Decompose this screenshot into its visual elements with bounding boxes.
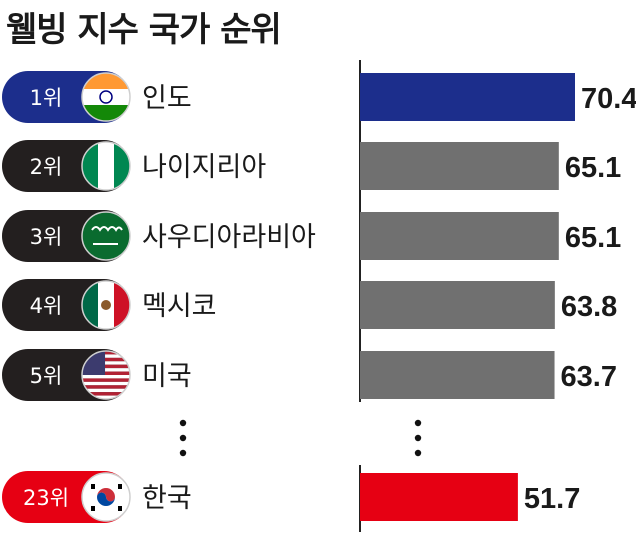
value-label: 51.7 <box>524 483 580 515</box>
bar <box>360 281 555 329</box>
value-label: 65.1 <box>565 222 621 254</box>
rank-label: 4위 <box>30 294 63 318</box>
country-name: 사우디아라비아 <box>142 222 316 253</box>
bar <box>360 473 518 521</box>
country-name: 멕시코 <box>142 291 217 322</box>
usa-flag-icon <box>81 350 131 400</box>
country-name: 나이지리아 <box>142 152 266 183</box>
bar <box>360 212 559 260</box>
india-flag-icon <box>81 72 131 122</box>
value-label: 63.8 <box>561 291 617 323</box>
chart-title: 웰빙 지수 국가 순위 <box>6 10 282 50</box>
rank-label: 1위 <box>30 86 63 110</box>
country-name: 한국 <box>142 483 192 514</box>
rank-label: 23위 <box>23 486 69 510</box>
value-label: 70.4 <box>581 83 636 115</box>
country-name: 인도 <box>142 83 192 114</box>
country-name: 미국 <box>142 361 192 392</box>
mexico-flag-icon <box>81 280 131 330</box>
nigeria-flag-icon <box>81 141 131 191</box>
value-label: 65.1 <box>565 152 621 184</box>
saudi-arabia-flag-icon <box>81 211 131 261</box>
ellipsis-right <box>414 419 422 457</box>
value-label: 63.7 <box>561 361 617 393</box>
ellipsis-left <box>179 419 187 457</box>
bar <box>360 351 555 399</box>
rank-label: 5위 <box>30 364 63 388</box>
south-korea-flag-icon <box>81 472 131 522</box>
bar <box>360 73 575 121</box>
rank-label: 3위 <box>30 225 63 249</box>
bar <box>360 142 559 190</box>
rank-label: 2위 <box>30 155 63 179</box>
